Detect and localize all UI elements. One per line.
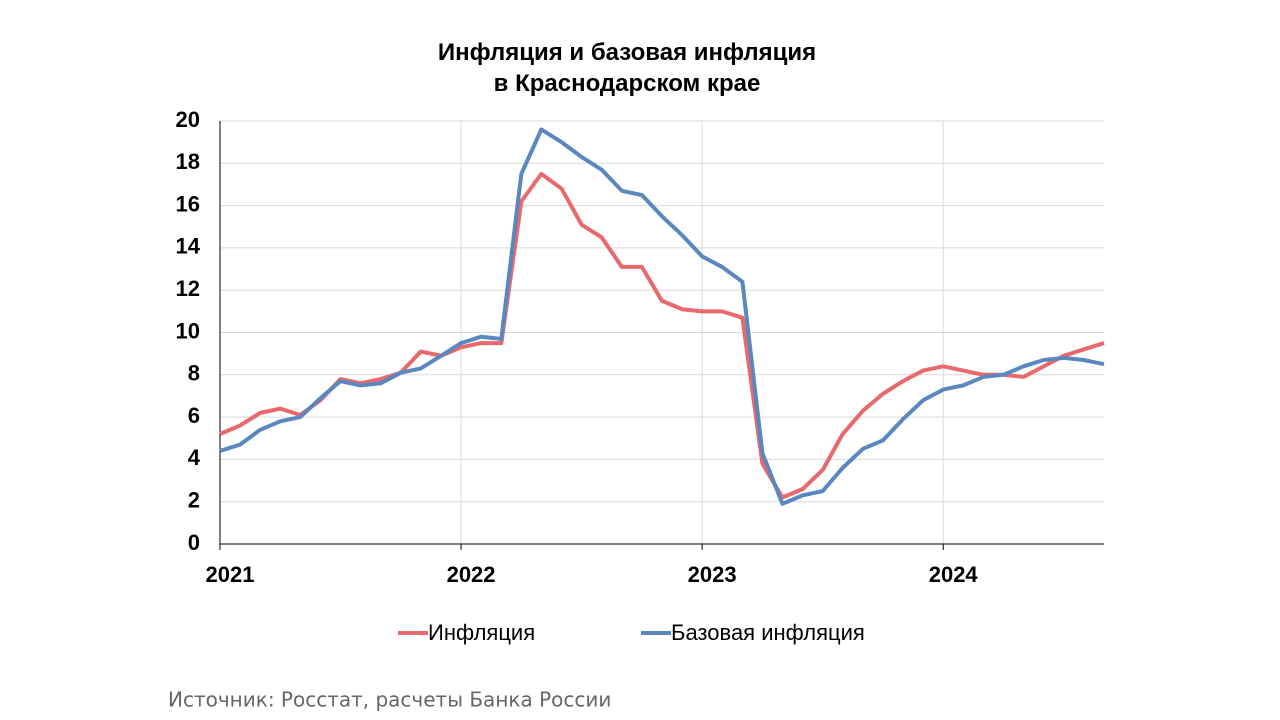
x-tick-label: 2024	[929, 562, 979, 587]
legend-label: Базовая инфляция	[671, 620, 865, 645]
x-tick-label: 2021	[206, 562, 255, 587]
y-tick-label: 6	[188, 403, 200, 428]
y-tick-label: 14	[176, 234, 201, 259]
y-tick-label: 12	[176, 276, 200, 301]
y-tick-label: 0	[188, 530, 200, 555]
x-tick-label: 2022	[447, 562, 496, 587]
y-tick-label: 8	[188, 361, 200, 386]
y-tick-label: 16	[176, 191, 200, 216]
y-tick-label: 2	[188, 488, 200, 513]
chart-title: Инфляция и базовая инфляция в Краснодарск…	[438, 39, 816, 97]
x-tick-label: 2023	[688, 562, 737, 587]
series-line	[219, 171, 1105, 500]
legend-label: Инфляция	[428, 620, 535, 645]
series-line	[219, 127, 1105, 506]
y-tick-label: 20	[176, 107, 200, 132]
y-tick-label: 10	[176, 318, 200, 343]
y-tick-label: 4	[188, 445, 201, 470]
source-note: Источник: Росстат, расчеты Банка России	[168, 688, 611, 712]
y-tick-label: 18	[176, 149, 200, 174]
